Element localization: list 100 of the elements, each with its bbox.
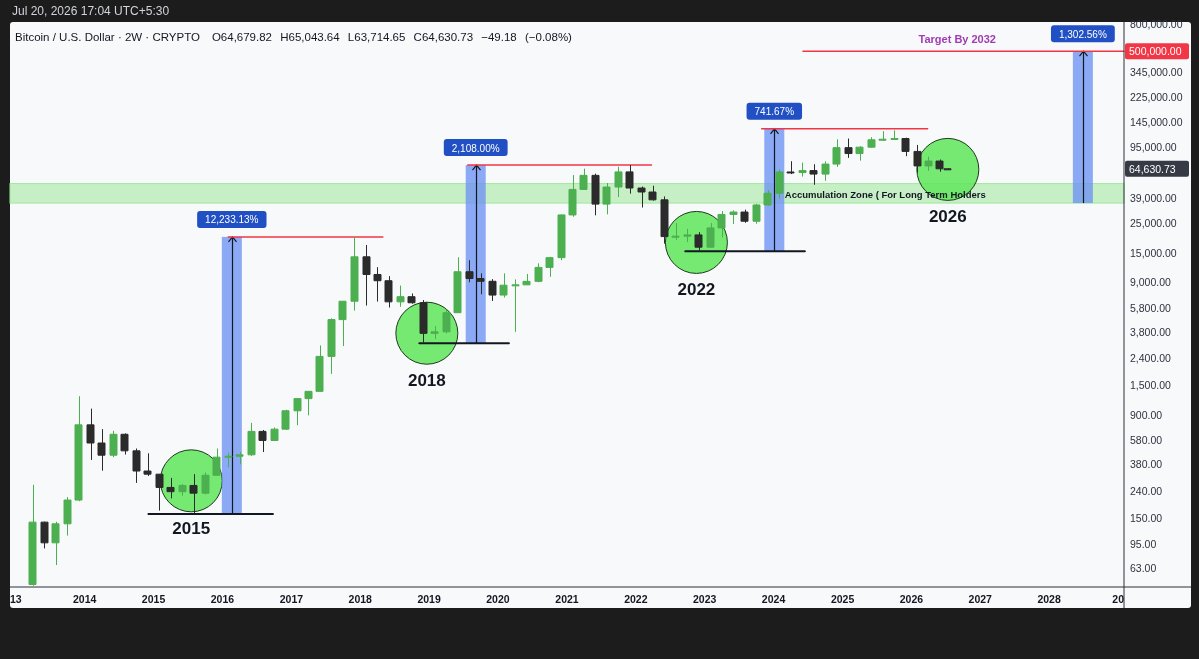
y-tick-label: 2,400.00 [1130, 352, 1172, 365]
y-tick-label: 95,000.00 [1130, 140, 1177, 153]
candlestick [28, 484, 37, 587]
x-tick-label: 20 [1112, 592, 1125, 605]
annotation: 2022 [677, 279, 716, 299]
x-tick-label: 2016 [210, 592, 235, 605]
y-tick-label: 1,500.00 [1130, 379, 1172, 392]
y-tick-label: 150.00 [1130, 511, 1163, 524]
x-tick-label: 2019 [417, 592, 441, 605]
candlestick [568, 174, 577, 218]
x-tick-label: 2020 [486, 592, 510, 605]
candlestick [327, 317, 336, 375]
candlestick [740, 209, 749, 224]
candlestick [557, 213, 566, 261]
candlestick [97, 428, 106, 472]
y-tick-label: 5,800.00 [1130, 301, 1172, 314]
candlestick [166, 477, 175, 499]
y-tick-label: 15,000.00 [1130, 246, 1177, 259]
annotation: 2,108.00% [451, 142, 500, 154]
candlestick [867, 136, 876, 149]
candlestick [465, 259, 474, 283]
y-tick-label: 3,800.00 [1130, 325, 1172, 338]
candlestick [476, 272, 485, 295]
candlestick [878, 130, 887, 142]
x-tick-label: 2021 [555, 592, 579, 605]
candlestick [212, 447, 221, 477]
candlestick [602, 182, 611, 215]
bar [1072, 51, 1093, 204]
candlestick [120, 432, 129, 456]
candlestick [235, 451, 244, 465]
bar [221, 236, 242, 515]
candlestick [855, 145, 864, 162]
candlestick [430, 325, 439, 340]
candlestick [821, 160, 830, 182]
y-tick-label: 900.00 [1130, 408, 1163, 421]
candlestick [178, 483, 187, 497]
annotation: 1,302.56% [1058, 28, 1107, 40]
candlestick [143, 452, 152, 477]
annotation: 741.67% [754, 105, 795, 117]
candlestick [913, 144, 922, 174]
candlestick [270, 427, 279, 442]
candlestick [775, 168, 784, 200]
text: O64,679.82 H65,043.64 L63,714.65 C64,630.73 −49.18 (−0.08%) [211, 31, 573, 43]
y-tick-label: 9,000.00 [1130, 276, 1172, 289]
candlestick [384, 275, 393, 309]
candlestick [660, 195, 669, 245]
candlestick [224, 452, 233, 468]
candlestick [74, 395, 83, 502]
candlestick [798, 162, 807, 178]
candlestick [752, 203, 761, 225]
x-tick-label: 2018 [348, 592, 373, 605]
candlestick [614, 166, 623, 198]
x-tick-label: 2015 [141, 592, 166, 605]
candlestick [706, 222, 715, 248]
candlestick [579, 168, 588, 191]
candlestick [362, 244, 371, 307]
y-tick-label: 800,000.00 [1130, 18, 1183, 31]
candlestick [51, 521, 60, 566]
candlestick [591, 173, 600, 216]
candlestick [637, 186, 646, 208]
candlestick [545, 256, 554, 278]
candlestick [694, 231, 703, 252]
y-tick-label: 380.00 [1130, 458, 1163, 471]
candlestick [442, 309, 451, 334]
candlestick [373, 266, 382, 303]
y-tick-label: 63.00 [1130, 561, 1157, 574]
candlestick [407, 293, 416, 305]
y-tick-label: 25,000.00 [1130, 217, 1177, 230]
x-tick-label: 2028 [1037, 592, 1061, 605]
candlestick [488, 278, 497, 302]
x-tick-label: 2025 [830, 592, 855, 605]
candlestick [132, 447, 141, 484]
candlestick [901, 137, 910, 157]
candlestick [63, 496, 72, 537]
annotation: 2018 [407, 370, 446, 390]
candlestick [247, 422, 256, 457]
candlestick [293, 397, 302, 426]
candlestick [396, 285, 405, 308]
annotation: 2015 [172, 518, 211, 538]
candlestick [109, 430, 118, 458]
candlestick [40, 521, 49, 549]
candlestick [258, 429, 267, 453]
candlestick [717, 210, 726, 238]
y-tick-label: 39,000.00 [1130, 191, 1177, 204]
candlestick [419, 299, 428, 344]
candlestick [522, 273, 531, 286]
candlestick [453, 256, 462, 314]
candlestick [648, 185, 657, 202]
candlestick [786, 160, 795, 175]
candlestick [281, 409, 290, 431]
y-tick-label: 345,000.00 [1130, 66, 1183, 79]
candlestick [683, 228, 692, 243]
candlestick [189, 473, 198, 514]
x-tick-label: 2027 [968, 592, 993, 605]
candlestick [511, 278, 520, 333]
annotation: 12,233.13% [205, 213, 259, 225]
candlestick [763, 189, 772, 207]
y-tick-label: 225,000.00 [1130, 91, 1183, 104]
y-tick-label: 240.00 [1130, 484, 1163, 497]
x-tick-label: 2017 [279, 592, 304, 605]
